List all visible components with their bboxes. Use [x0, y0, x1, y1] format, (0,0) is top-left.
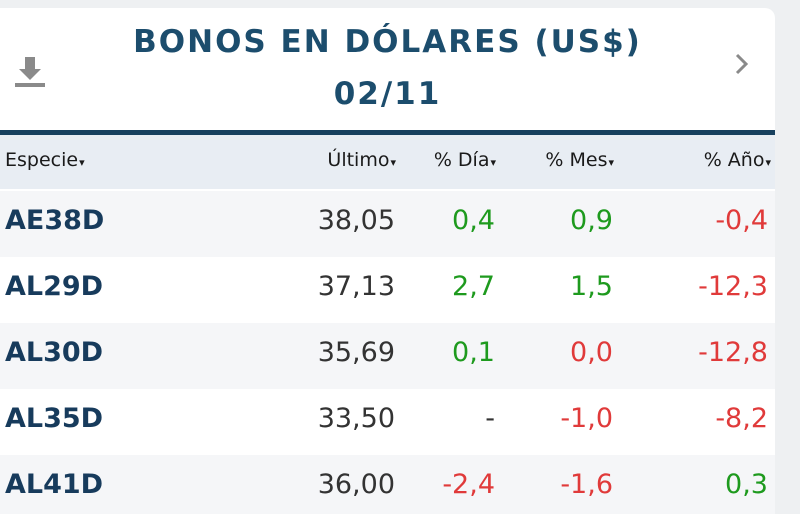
cell-value: -8,2	[715, 403, 768, 434]
download-icon[interactable]	[12, 53, 48, 89]
table-row[interactable]: AL30D 35,69 0,1 0,0 -12,8	[0, 323, 775, 389]
cell-value: 36,00	[317, 469, 395, 500]
sort-caret: ▾	[390, 156, 396, 169]
cell-value: -12,3	[698, 271, 768, 302]
column-header[interactable]: % Mes▾	[545, 149, 614, 171]
next-arrow[interactable]	[730, 50, 754, 78]
title: BONOS EN DÓLARES (US$)	[133, 24, 642, 60]
sort-caret: ▾	[608, 156, 614, 169]
table-header: Especie▾ Último▾% Día▾% Mes▾% Año▾	[0, 135, 775, 189]
cell-value: -1,0	[560, 403, 613, 434]
column-header[interactable]: % Año▾	[704, 149, 771, 171]
sort-caret: ▾	[79, 156, 85, 169]
cell-value: 0,4	[452, 205, 495, 236]
cell-value: -12,8	[698, 337, 768, 368]
cell-value: 38,05	[317, 205, 395, 236]
cell-value: -2,4	[442, 469, 495, 500]
bond-card: BONOS EN DÓLARES (US$) 02/11 Especie▾ Últ…	[0, 8, 775, 514]
table-row[interactable]: AL35D 33,50 - -1,0 -8,2	[0, 389, 775, 455]
cell-value: 0,9	[570, 205, 613, 236]
cell-value: 2,7	[452, 271, 495, 302]
column-header[interactable]: Último▾	[327, 149, 396, 171]
cell-value: -1,6	[560, 469, 613, 500]
date: 02/11	[333, 76, 442, 112]
cell-value: 0,0	[570, 337, 613, 368]
column-label: % Día	[433, 149, 490, 171]
sort-caret: ▾	[765, 156, 771, 169]
column-header[interactable]: Especie▾	[5, 149, 85, 171]
cell-value: 0,3	[725, 469, 768, 500]
cell-value: 1,5	[570, 271, 613, 302]
bond-name: AL29D	[5, 271, 104, 302]
cell-value: -0,4	[715, 205, 768, 236]
column-label: % Año	[703, 149, 765, 171]
table-row[interactable]: AE38D 38,05 0,4 0,9 -0,4	[0, 191, 775, 257]
cell-value: 33,50	[317, 403, 395, 434]
bond-name: AL35D	[5, 403, 104, 434]
column-label: % Mes	[545, 149, 608, 171]
cell-value: 0,1	[452, 337, 495, 368]
bond-name: AE38D	[5, 205, 105, 236]
cell-value: 37,13	[317, 271, 395, 302]
column-label: Último	[327, 149, 390, 171]
column-header[interactable]: % Día▾	[434, 149, 496, 171]
sort-caret: ▾	[490, 156, 496, 169]
table-row[interactable]: AL41D 36,00 -2,4 -1,6 0,3	[0, 455, 775, 514]
table-row[interactable]: AL29D 37,13 2,7 1,5 -12,3	[0, 257, 775, 323]
column-label: Especie	[5, 149, 79, 171]
bond-name: AL30D	[5, 337, 104, 368]
bond-name: AL41D	[5, 469, 104, 500]
cell-value: 35,69	[317, 337, 395, 368]
cell-value: -	[485, 403, 495, 434]
header-rule	[0, 130, 775, 135]
